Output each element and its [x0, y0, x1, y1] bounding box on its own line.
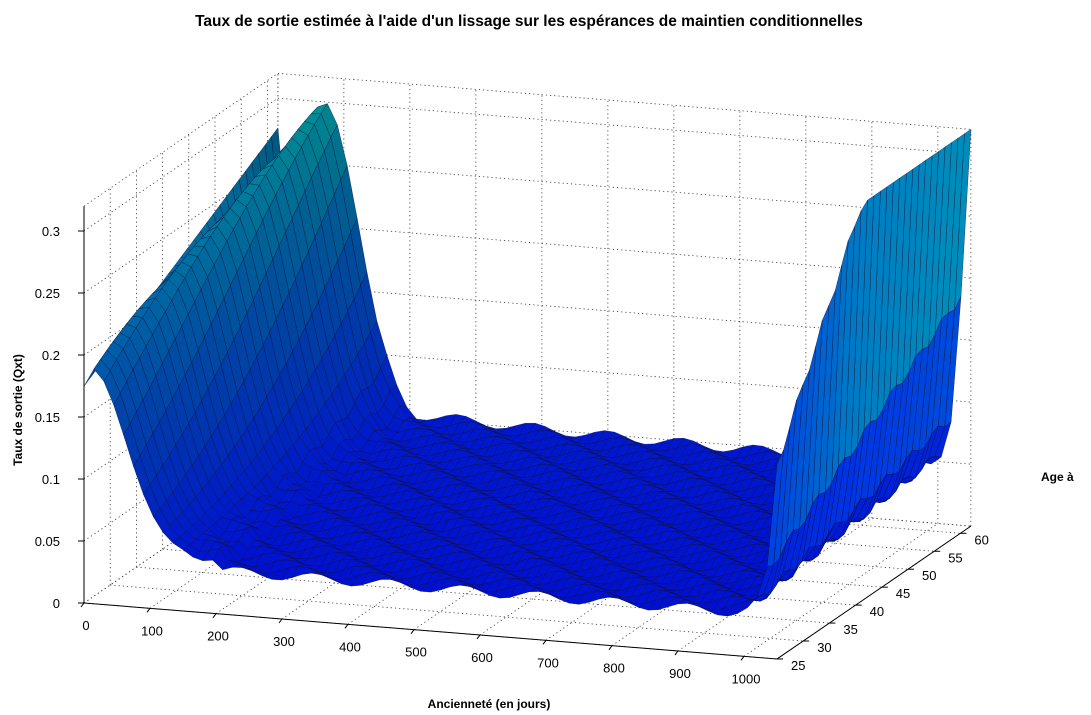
x-tick — [674, 650, 679, 656]
z-axis-label: Taux de sortie (Qxt) — [11, 354, 25, 466]
x-axis-line — [83, 602, 778, 660]
axis-lines — [78, 206, 972, 661]
x-axis-label: Ancienneté (en jours) — [428, 697, 551, 711]
y-tick-label: 40 — [870, 604, 884, 619]
y-axis-label: Age à — [1041, 470, 1074, 484]
y-tick-label: 50 — [922, 568, 936, 583]
grid-line — [277, 72, 971, 130]
y-tick-label: 30 — [817, 640, 831, 655]
z-tick-label: 0.2 — [42, 348, 60, 363]
surface-patch — [766, 449, 784, 568]
tick-labels: 0 100 200 300 400 500 600 700 800 900 100025303540… — [35, 224, 989, 686]
x-tick — [608, 645, 613, 650]
x-tick — [476, 634, 481, 640]
y-tick-label: 55 — [948, 550, 962, 565]
x-tick — [410, 629, 415, 634]
x-tick-label: 300 — [273, 634, 295, 649]
x-tick — [344, 624, 349, 629]
z-tick-label: 0.05 — [35, 534, 60, 549]
x-tick-label: 1000 — [732, 671, 761, 686]
x-tick-label: 400 — [339, 639, 361, 654]
chart-title: Taux de sortie estimée à l'aide d'un lis… — [195, 13, 863, 30]
x-tick — [278, 618, 283, 624]
x-tick-label: 100 — [141, 623, 163, 638]
y-tick-label: 35 — [843, 622, 857, 637]
x-tick-label: 200 — [207, 629, 229, 644]
x-tick-label: 500 — [405, 645, 427, 660]
z-tick-label: 0.15 — [35, 410, 60, 425]
z-tick-label: 0.3 — [42, 224, 60, 239]
x-tick — [212, 613, 217, 618]
x-tick — [146, 608, 151, 613]
x-tick-label: 800 — [603, 661, 625, 676]
x-tick-label: 600 — [471, 650, 493, 665]
y-tick-label: 60 — [974, 532, 988, 547]
x-tick-label: 900 — [669, 666, 691, 681]
grid-line — [277, 97, 971, 155]
x-tick — [80, 602, 85, 608]
x-tick — [740, 655, 745, 661]
x-tick-label: 0 — [82, 618, 89, 633]
z-tick-label: 0.25 — [35, 286, 60, 301]
y-tick-label: 45 — [896, 586, 910, 601]
x-tick-label: 700 — [537, 655, 559, 670]
z-tick-label: 0.1 — [42, 472, 60, 487]
surface-mesh — [83, 103, 972, 617]
z-tick-label: 0 — [53, 596, 60, 611]
y-axis-line — [776, 525, 972, 660]
x-tick — [542, 640, 547, 645]
y-tick-label: 25 — [791, 658, 805, 673]
